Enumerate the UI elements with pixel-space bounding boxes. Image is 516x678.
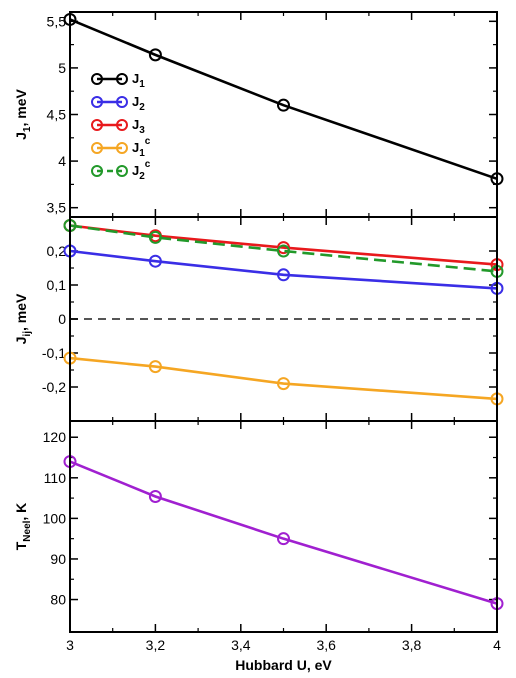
label-superscript: c <box>145 159 151 170</box>
label-subscript: 3 <box>139 125 145 136</box>
y-tick-label: 0,1 <box>47 277 67 293</box>
legend-swatch-marker <box>116 165 128 177</box>
x-tick-label: 3,4 <box>231 637 251 653</box>
y-tick-label: -0,2 <box>42 379 66 395</box>
data-point <box>277 377 290 391</box>
legend-swatch-marker <box>91 119 103 131</box>
series-line-3-1 <box>69 460 498 605</box>
label-main: T <box>13 541 29 550</box>
data-point <box>148 254 162 268</box>
series-line-1-1 <box>69 18 498 181</box>
label-rest: , K <box>13 503 29 521</box>
label-rest: , meV <box>13 293 29 331</box>
y-tick-label: 5,5 <box>47 13 67 29</box>
x-tick-label: 3,8 <box>402 637 422 653</box>
chart-panel-3: 80 90 100 110 120 TNeel, K 3 3,2 3,4 3,6 3,8 4 Hubba… <box>13 420 504 673</box>
legend-swatch-marker <box>91 96 103 108</box>
legend-label: J3 <box>132 117 145 136</box>
data-point <box>148 360 162 374</box>
y-tick-label: 5 <box>58 60 66 76</box>
label-main: J <box>132 71 139 86</box>
data-point <box>277 532 290 546</box>
label-main: J <box>132 163 139 178</box>
x-tick-label: 3 <box>66 637 74 653</box>
y-tick-label: 0 <box>58 311 66 327</box>
data-point <box>148 48 162 62</box>
legend-swatch-marker <box>116 142 128 154</box>
label-main: J <box>132 117 139 132</box>
y-tick-label: 90 <box>50 551 66 567</box>
label-subscript: Neel <box>22 520 33 541</box>
legend-label: J2 <box>132 94 145 113</box>
data-point <box>148 489 162 503</box>
chart-panel-1: 3,544,555,5J1, meV <box>13 11 504 218</box>
label-main: J <box>132 94 139 109</box>
label-superscript: c <box>145 136 151 147</box>
legend-swatch-marker <box>91 142 103 154</box>
data-point <box>277 98 290 112</box>
y-axis-title: J1, meV <box>13 88 33 139</box>
legend-swatch-marker <box>91 73 103 85</box>
series-line-2-1 <box>69 249 498 290</box>
label-main: J <box>13 337 29 345</box>
label-main: J <box>132 140 139 155</box>
data-point <box>277 268 290 282</box>
y-tick-label: 4 <box>58 153 66 169</box>
series-line-2-4 <box>69 224 498 273</box>
label-subscript: 1 <box>22 126 33 132</box>
x-tick-label: 3,6 <box>316 637 336 653</box>
x-tick-label: 3,2 <box>146 637 166 653</box>
y-tick-label: -0,1 <box>42 345 66 361</box>
label-main: J <box>13 132 29 140</box>
legend-label: J1 <box>132 71 145 90</box>
y-tick-label: 110 <box>44 470 67 486</box>
legend-swatch-marker <box>116 119 128 131</box>
legend-swatch-marker <box>91 165 103 177</box>
x-axis-title: Hubbard U, eV <box>235 657 332 673</box>
data-point <box>148 230 162 244</box>
y-tick-label: 4,5 <box>47 107 67 123</box>
label-rest: , meV <box>13 88 29 126</box>
y-tick-label: 3,5 <box>47 200 67 216</box>
legend-swatch-marker <box>116 96 128 108</box>
y-tick-label: 0,2 <box>47 243 67 259</box>
plot-frame <box>69 420 498 633</box>
label-subscript: 1 <box>139 148 145 159</box>
chart-panel-2: -0,2 -0,1 0 0,1 0,2 Jij, meV <box>13 216 504 422</box>
y-tick-label: 120 <box>43 429 67 445</box>
y-axis-title: TNeel, K <box>13 503 33 551</box>
x-tick-label: 4 <box>493 637 501 653</box>
legend-label: J1c <box>132 136 151 159</box>
plot-frame <box>69 11 498 218</box>
label-subscript: 2 <box>139 171 145 182</box>
label-subscript: 1 <box>139 79 145 90</box>
y-tick-label: 100 <box>43 510 67 526</box>
legend-label: J2c <box>132 159 151 182</box>
data-point <box>277 244 290 258</box>
y-tick-label: 80 <box>50 592 66 608</box>
series-line-2-3 <box>69 356 498 401</box>
legend-swatch-marker <box>116 73 128 85</box>
y-axis-title: Jij, meV <box>13 293 33 344</box>
label-subscript: 2 <box>139 102 145 113</box>
label-subscript: ij <box>22 331 33 337</box>
